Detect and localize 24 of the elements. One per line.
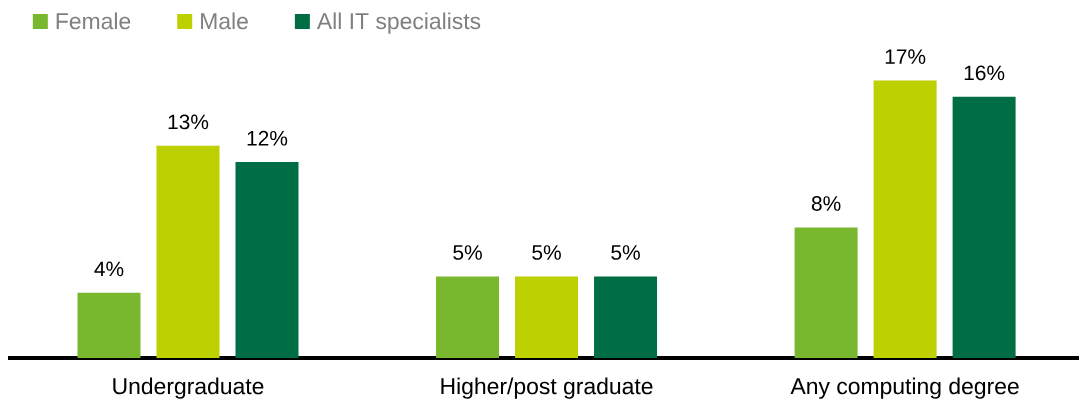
x-tick-label: Any computing degree [790, 377, 1019, 399]
bar [436, 276, 500, 358]
legend-label: Male [201, 12, 248, 30]
x-tick-label: Higher/post graduate [441, 377, 653, 399]
legend-label: Female [56, 12, 131, 30]
data-label: 5% [453, 245, 482, 260]
bar [515, 276, 579, 358]
data-label: 12% [247, 130, 288, 146]
data-label: 13% [168, 114, 209, 130]
bar [235, 162, 299, 358]
bar [794, 227, 858, 358]
data-label: 17% [885, 49, 926, 64]
bar [156, 145, 220, 358]
x-tick-label: Undergraduate [113, 377, 264, 399]
data-label: 5% [611, 245, 640, 260]
data-label: 8% [811, 196, 841, 211]
data-label: 4% [94, 261, 124, 277]
bar [952, 96, 1016, 358]
bar [873, 80, 937, 358]
data-label: 16% [964, 65, 1005, 81]
legend-label: All IT specialists [316, 12, 481, 34]
data-label: 5% [532, 245, 561, 260]
bar [77, 292, 141, 358]
bar [594, 276, 658, 358]
